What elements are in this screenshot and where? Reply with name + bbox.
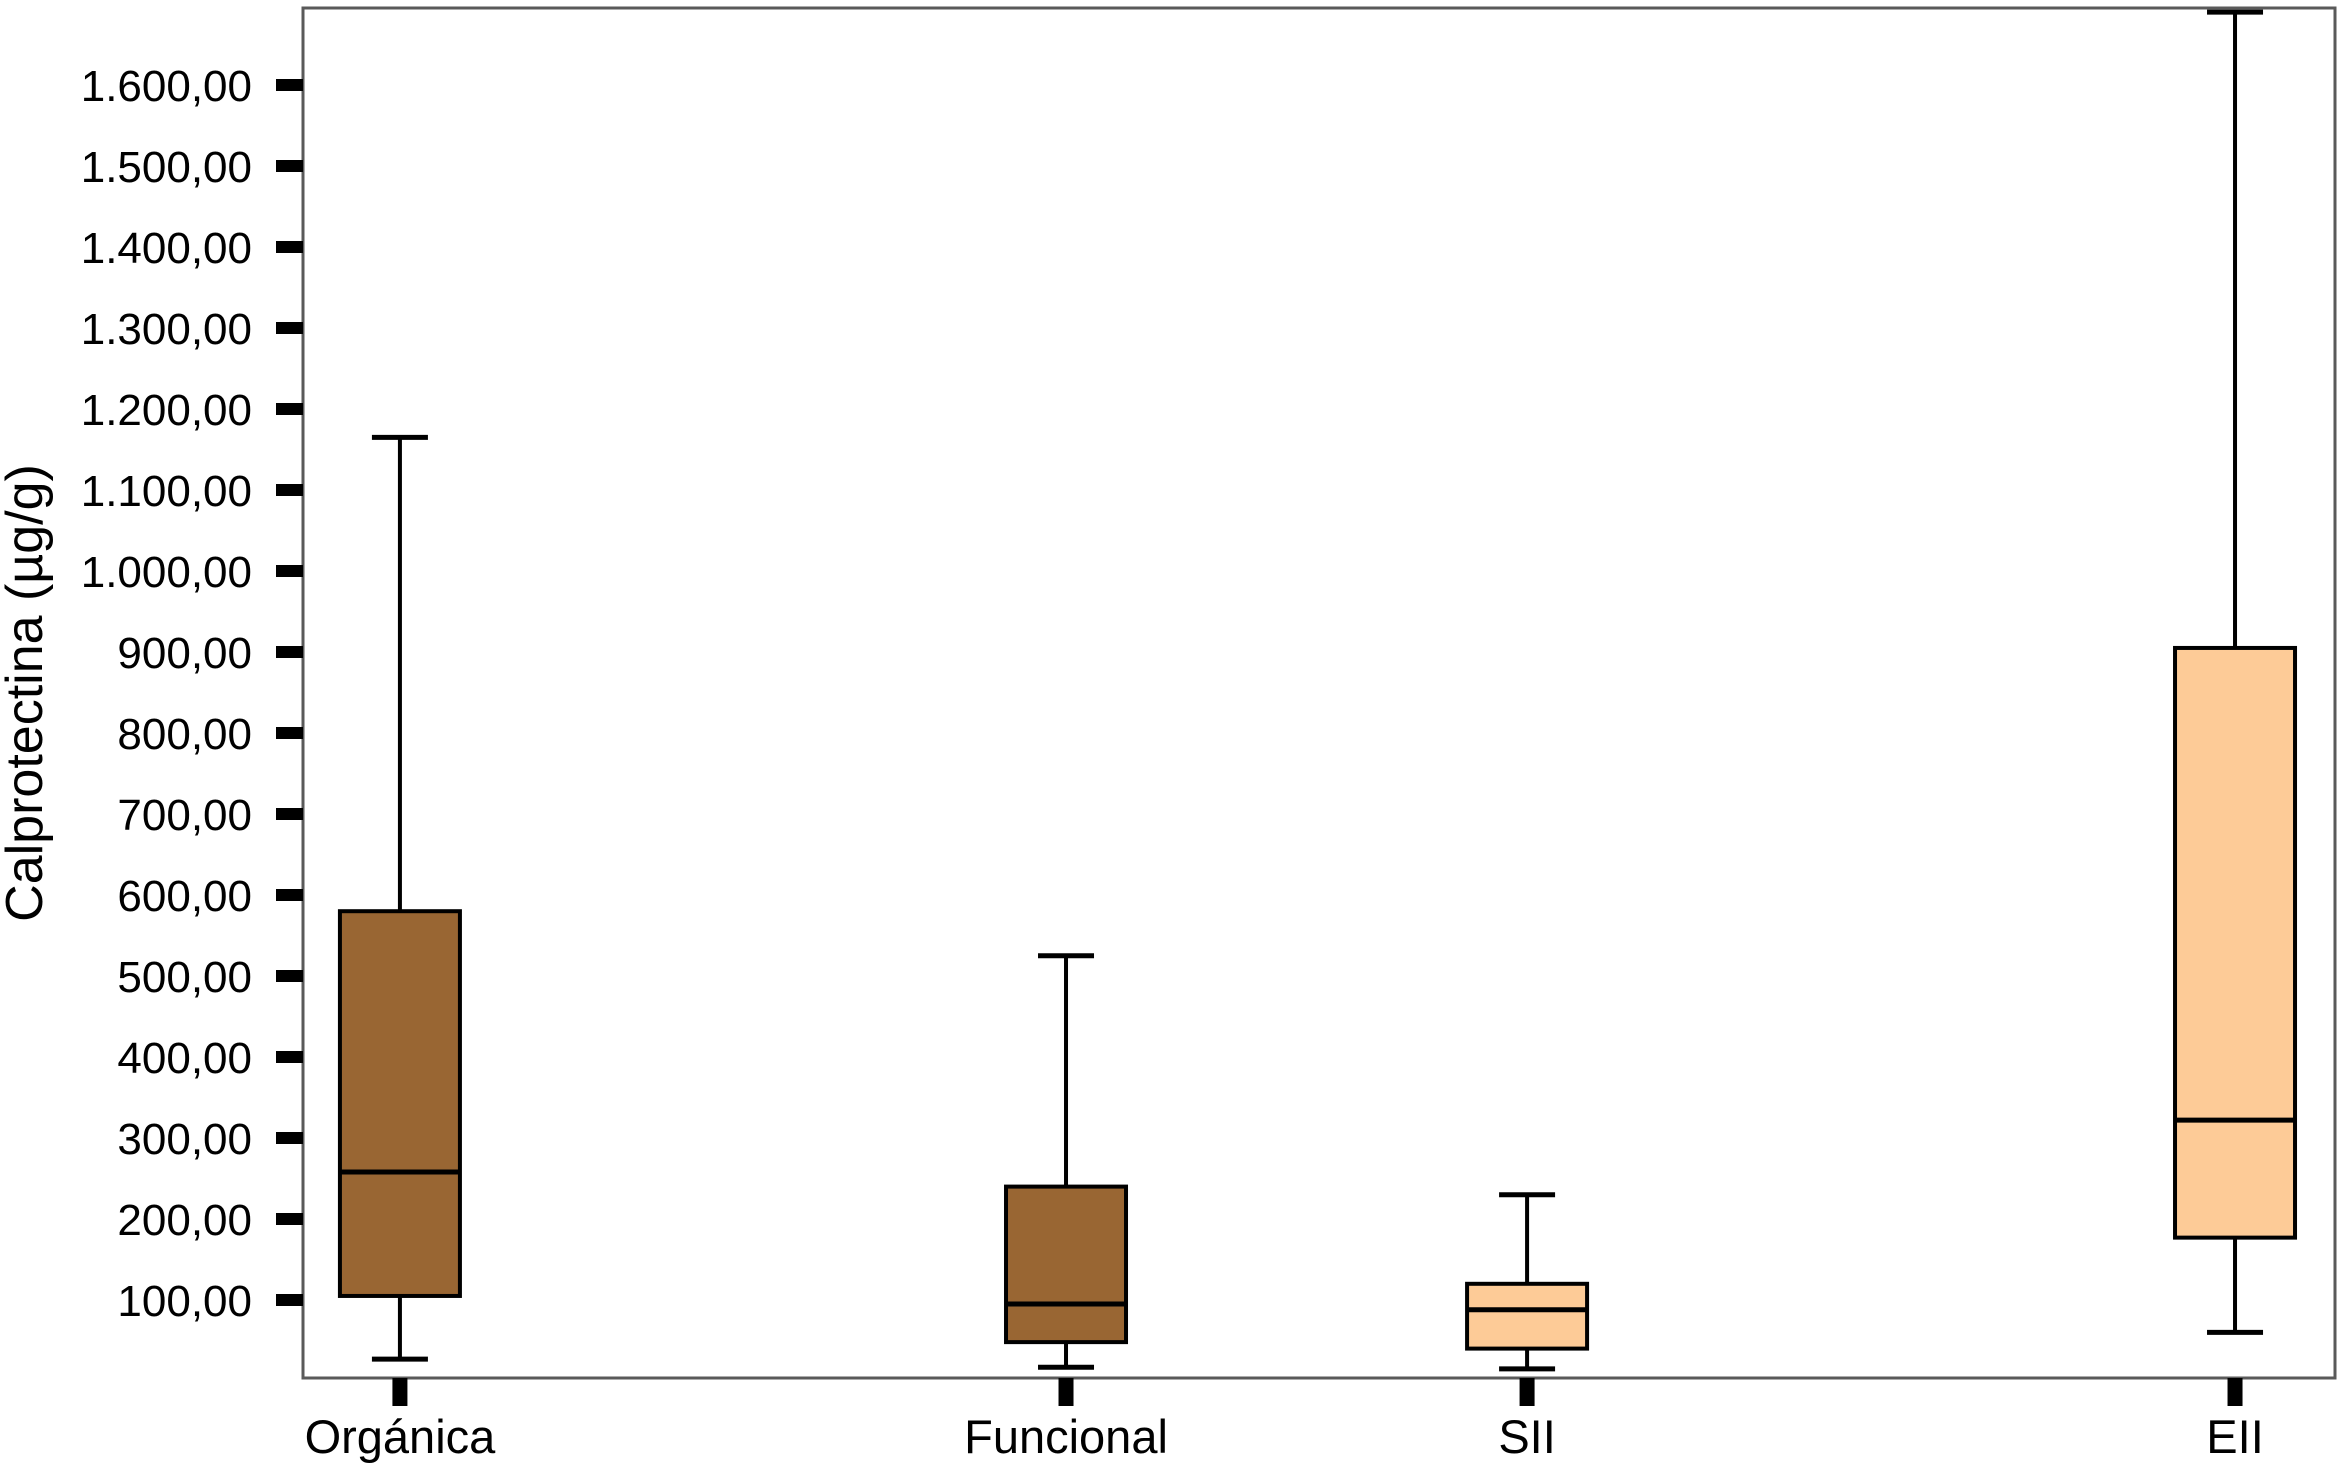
x-tick-mark-eii xyxy=(2227,1378,2243,1406)
box-organica xyxy=(337,909,462,1298)
x-tick-mark-funcional xyxy=(1058,1378,1074,1406)
y-tick-label: 400,00 xyxy=(117,1034,252,1083)
x-category-label-eii: EII xyxy=(2206,1410,2263,1463)
x-category-label-funcional: Funcional xyxy=(964,1410,1168,1463)
y-axis-title: Calprotectina (µg/g) xyxy=(0,464,54,922)
x-tick-mark-organica xyxy=(392,1378,408,1406)
y-tick-mark xyxy=(276,322,303,334)
y-tick-mark xyxy=(276,241,303,253)
y-tick-mark xyxy=(276,1294,303,1306)
y-tick-label: 600,00 xyxy=(117,872,252,921)
box-eii xyxy=(2173,645,2298,1240)
y-tick-label: 1.500,00 xyxy=(81,143,252,192)
y-tick-label: 1.300,00 xyxy=(81,305,252,354)
y-tick-label: 700,00 xyxy=(117,791,252,840)
y-tick-mark xyxy=(276,889,303,901)
y-tick-mark xyxy=(276,403,303,415)
box-funcional xyxy=(1004,1184,1129,1345)
y-tick-mark xyxy=(276,160,303,172)
plot-frame xyxy=(301,6,2337,1380)
y-tick-label: 900,00 xyxy=(117,629,252,678)
y-tick-mark xyxy=(276,484,303,496)
x-category-label-organica: Orgánica xyxy=(305,1410,497,1463)
y-tick-mark xyxy=(276,565,303,577)
y-tick-mark xyxy=(276,1051,303,1063)
x-category-label-sii: SII xyxy=(1498,1410,1555,1463)
y-tick-mark xyxy=(276,808,303,820)
y-tick-label: 1.100,00 xyxy=(81,467,252,516)
y-tick-label: 500,00 xyxy=(117,953,252,1002)
y-tick-label: 1.400,00 xyxy=(81,224,252,273)
y-tick-label: 1.000,00 xyxy=(81,548,252,597)
y-tick-label: 800,00 xyxy=(117,710,252,759)
box-sii xyxy=(1465,1281,1590,1351)
x-tick-mark-sii xyxy=(1519,1378,1535,1406)
y-tick-mark xyxy=(276,1213,303,1225)
y-tick-mark xyxy=(276,1132,303,1144)
y-tick-label: 1.600,00 xyxy=(81,62,252,111)
y-tick-mark xyxy=(276,727,303,739)
y-tick-label: 200,00 xyxy=(117,1196,252,1245)
y-tick-label: 100,00 xyxy=(117,1277,252,1326)
y-tick-label: 1.200,00 xyxy=(81,386,252,435)
y-tick-label: 300,00 xyxy=(117,1115,252,1164)
y-tick-mark xyxy=(276,646,303,658)
y-tick-mark xyxy=(276,79,303,91)
y-tick-mark xyxy=(276,970,303,982)
